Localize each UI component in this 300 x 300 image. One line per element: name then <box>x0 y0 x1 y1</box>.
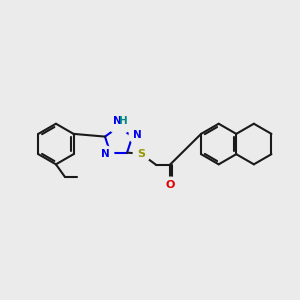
Text: N: N <box>101 149 110 159</box>
Text: S: S <box>137 149 146 159</box>
Text: H: H <box>119 116 128 126</box>
Text: O: O <box>165 180 175 190</box>
Text: N: N <box>133 130 142 140</box>
Text: N: N <box>113 116 122 126</box>
